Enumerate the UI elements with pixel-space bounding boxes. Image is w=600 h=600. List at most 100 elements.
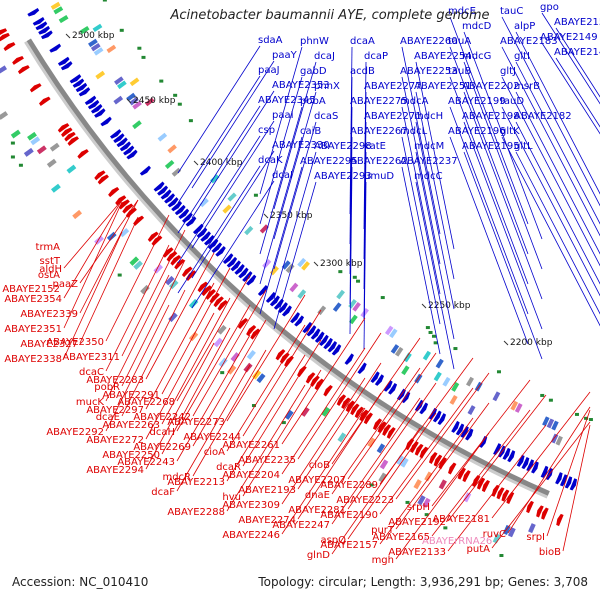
reverse-gene-arrow xyxy=(181,266,193,278)
reverse-gene-arrow xyxy=(162,247,174,258)
forward-gene-arrow xyxy=(69,74,82,84)
forward-gene-arrow xyxy=(139,165,151,176)
reverse-leader xyxy=(379,357,474,485)
forward-leader xyxy=(273,151,317,300)
reverse-gene-label: dcaC xyxy=(79,367,104,378)
reverse-gene-label: ABAYE2152 xyxy=(2,284,60,295)
forward-gene-label: phnW xyxy=(300,36,329,47)
reverse-leader xyxy=(395,432,490,560)
marker-tick xyxy=(424,513,429,517)
forward-gene-label: ABAYE2277 xyxy=(364,81,422,92)
reverse-gene-label: ABAYE2297 xyxy=(86,405,144,416)
forward-gene-label: gabD xyxy=(300,66,327,77)
genome-arcs xyxy=(24,38,550,499)
reverse-gene-arrow xyxy=(428,451,438,464)
forward-gene-arrow xyxy=(401,391,411,404)
cog-block xyxy=(514,403,523,413)
marker-tick xyxy=(102,0,107,2)
forward-gene-label: dcaK xyxy=(258,155,283,166)
forward-gene-arrow xyxy=(502,447,511,460)
marker-tick xyxy=(10,141,15,145)
forward-gene-arrow xyxy=(78,87,91,97)
cog-block xyxy=(0,65,7,74)
forward-gene-arrow xyxy=(182,212,193,223)
reverse-leader xyxy=(63,199,123,269)
forward-leader xyxy=(273,61,317,210)
cog-block xyxy=(510,400,519,411)
forward-gene-arrow xyxy=(273,298,284,310)
forward-gene-arrow xyxy=(269,295,280,307)
reverse-leader xyxy=(562,424,591,552)
cog-block xyxy=(337,432,347,443)
forward-gene-label: ABAYE2199 xyxy=(448,96,506,107)
cog-block xyxy=(442,376,451,387)
reverse-gene-arrow xyxy=(314,378,325,391)
forward-leader xyxy=(401,76,441,265)
forward-leader xyxy=(401,166,441,355)
forward-gene-label: tauB xyxy=(448,66,471,77)
reverse-gene-arrow xyxy=(118,199,130,210)
reverse-gene-label: ABAYE2263 xyxy=(102,420,160,431)
reverse-gene-label: dcaH xyxy=(150,427,176,438)
forward-gene-arrow xyxy=(455,423,465,436)
reverse-leader xyxy=(192,289,267,417)
reverse-gene-label: trmA xyxy=(36,242,61,253)
marker-tick xyxy=(540,393,545,397)
map-title: Acinetobacter baumannii AYE, complete ge… xyxy=(170,8,490,23)
cog-block xyxy=(227,364,237,375)
reverse-leader xyxy=(281,347,366,475)
reverse-leader xyxy=(395,402,490,530)
forward-gene-arrow xyxy=(171,200,183,212)
reverse-gene-label: ABAYE2281 xyxy=(288,505,346,516)
forward-leader xyxy=(273,181,317,330)
forward-gene-label: ABAYE2202 xyxy=(462,81,520,92)
reverse-leader xyxy=(379,387,474,515)
cog-block xyxy=(417,495,426,506)
cog-block xyxy=(550,433,559,444)
marker-tick xyxy=(405,500,410,504)
forward-gene-label: dcaS xyxy=(314,111,338,122)
cog-block xyxy=(90,42,101,52)
reverse-gene-arrow xyxy=(174,258,185,270)
cog-block xyxy=(168,312,178,323)
reverse-gene-arrow xyxy=(213,296,224,308)
forward-gene-arrow xyxy=(60,61,73,71)
forward-leader xyxy=(541,12,600,105)
reverse-leader xyxy=(331,337,421,465)
reverse-gene-label: ABAYE2351 xyxy=(4,324,62,335)
cog-block xyxy=(210,174,220,184)
marker-tick xyxy=(137,46,142,50)
forward-leader xyxy=(177,105,261,234)
cog-block xyxy=(379,459,389,470)
forward-leader xyxy=(191,90,275,219)
cog-block xyxy=(390,344,400,354)
forward-gene-arrow xyxy=(294,315,305,327)
forward-gene-arrow xyxy=(160,189,172,200)
reverse-gene-arrow xyxy=(122,203,134,214)
forward-gene-arrow xyxy=(460,426,469,438)
reverse-leader xyxy=(176,274,251,402)
cog-block xyxy=(451,382,460,392)
reverse-gene-label: ABAYE2204 xyxy=(222,470,280,481)
reverse-gene-label: srpH xyxy=(407,502,430,513)
reverse-gene-arrow xyxy=(170,255,182,266)
forward-gene-arrow xyxy=(38,25,50,35)
cog-block xyxy=(157,132,168,142)
forward-gene-arrow xyxy=(100,116,112,127)
cog-block xyxy=(542,416,550,427)
cog-block xyxy=(94,235,104,245)
reverse-leader xyxy=(79,199,139,284)
reverse-leader xyxy=(176,304,251,432)
cog-block xyxy=(140,284,150,295)
forward-gene-arrow xyxy=(531,461,539,474)
reverse-gene-label: mucK xyxy=(76,397,105,408)
forward-gene-label: ABAYE2196 xyxy=(448,126,506,137)
reverse-gene-label: ABAYE2133 xyxy=(388,547,446,558)
forward-gene-arrow xyxy=(164,193,176,204)
forward-leader xyxy=(191,60,275,189)
reverse-gene-label: ABAYE2274 xyxy=(238,515,296,526)
feature-tracks xyxy=(0,0,593,558)
forward-gene-label: paaI xyxy=(272,110,294,121)
kbp-label: 2300 kbp xyxy=(320,259,363,269)
reverse-gene-arrow xyxy=(201,285,212,297)
